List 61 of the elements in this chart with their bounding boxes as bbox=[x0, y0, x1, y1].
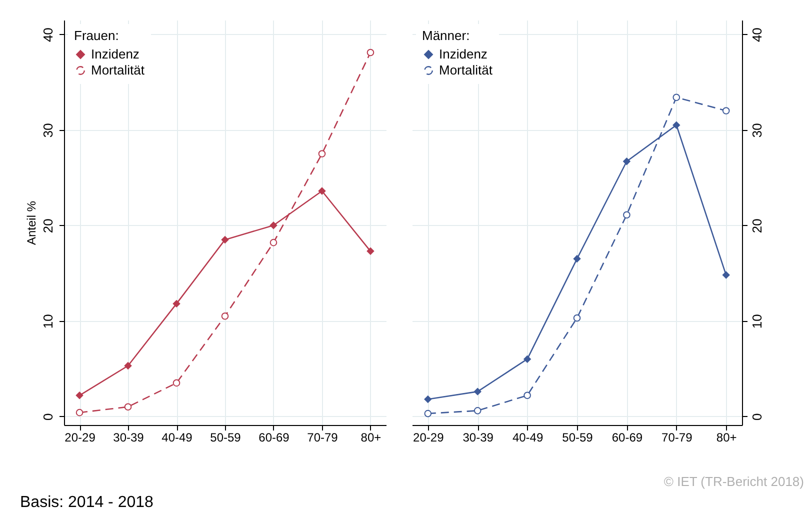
y-tick-label: 20 bbox=[40, 218, 56, 234]
point bbox=[623, 211, 630, 219]
point bbox=[172, 379, 180, 387]
y-tick-label: 40 bbox=[40, 28, 56, 42]
point bbox=[124, 403, 132, 411]
x-tick-label: 70-79 bbox=[307, 430, 338, 444]
x-tick-label: 30-39 bbox=[113, 430, 144, 444]
x-tick-label: 80+ bbox=[360, 430, 382, 444]
x-tick-label: 50-59 bbox=[210, 430, 242, 444]
y-axis-title: Anteil % bbox=[24, 200, 38, 246]
y2-tick-label: 20 bbox=[750, 218, 764, 234]
x-tick-label: 20-29 bbox=[64, 430, 96, 444]
point bbox=[318, 150, 326, 158]
legend-label: Inzidenz bbox=[91, 46, 140, 62]
point bbox=[270, 222, 278, 230]
point bbox=[124, 362, 132, 370]
point bbox=[672, 94, 680, 102]
point bbox=[76, 392, 84, 400]
point bbox=[221, 236, 229, 244]
x-tick-label: 60-69 bbox=[612, 430, 643, 444]
x-tick-label: 80+ bbox=[716, 430, 737, 444]
point bbox=[573, 255, 581, 262]
legend-title: Männer: bbox=[422, 28, 470, 43]
point bbox=[623, 158, 630, 166]
y-tick-label: 30 bbox=[40, 123, 56, 138]
point bbox=[270, 238, 278, 246]
point bbox=[366, 48, 374, 56]
point bbox=[318, 187, 326, 195]
x-tick-label: 60-69 bbox=[258, 430, 290, 444]
x-tick-label: 70-79 bbox=[662, 430, 693, 444]
point bbox=[366, 247, 374, 255]
x-tick-label: 40-49 bbox=[512, 430, 544, 444]
y2-tick-label: 30 bbox=[750, 123, 764, 138]
point bbox=[573, 314, 581, 322]
y2-tick-label: 40 bbox=[750, 28, 764, 42]
legend-label: Mortalität bbox=[439, 62, 493, 78]
legend-label: Mortalität bbox=[91, 62, 145, 78]
point bbox=[722, 107, 730, 114]
point bbox=[172, 300, 180, 308]
point bbox=[722, 271, 730, 279]
point bbox=[524, 392, 531, 400]
y-tick-label: 0 bbox=[40, 413, 56, 421]
legend-label: Inzidenz bbox=[439, 46, 488, 62]
point bbox=[474, 407, 482, 414]
point bbox=[672, 121, 680, 129]
x-tick-label: 50-59 bbox=[562, 430, 594, 444]
text: © IET (TR-Bericht 2018) bbox=[664, 474, 804, 489]
text: Basis: 2014 - 2018 bbox=[20, 494, 154, 512]
x-tick-label: 30-39 bbox=[462, 430, 494, 444]
x-tick-label: 20-29 bbox=[413, 430, 444, 444]
point bbox=[474, 388, 482, 396]
point bbox=[524, 355, 531, 363]
x-tick-label: 40-49 bbox=[162, 430, 193, 444]
point bbox=[424, 410, 432, 418]
legend-title: Frauen: bbox=[74, 28, 119, 43]
y-tick-label: 10 bbox=[40, 314, 56, 329]
y2-tick-label: 0 bbox=[750, 413, 764, 421]
point bbox=[76, 408, 84, 416]
point bbox=[221, 312, 229, 320]
y2-tick-label: 10 bbox=[750, 314, 764, 329]
point bbox=[424, 396, 432, 403]
